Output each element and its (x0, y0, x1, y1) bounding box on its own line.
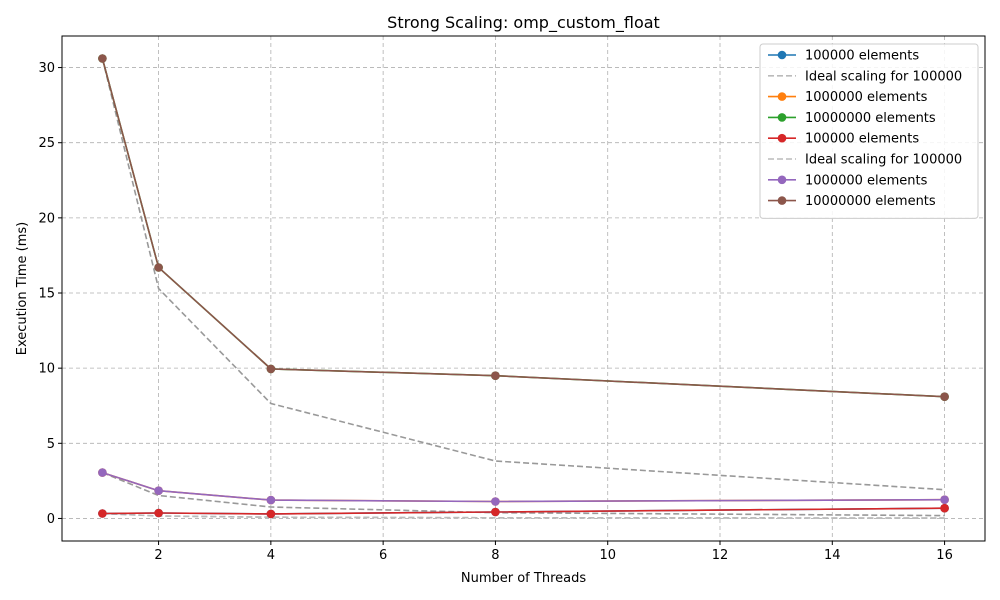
legend-entry: 1000000 elements (768, 90, 928, 105)
legend-label: 10000000 elements (805, 111, 936, 126)
data-point (491, 507, 500, 517)
x-tick-label: 8 (491, 548, 499, 563)
legend-label: Ideal scaling for 100000 (805, 69, 962, 84)
data-point (940, 495, 949, 505)
y-tick-label: 0 (47, 512, 55, 527)
y-tick-label: 5 (47, 437, 55, 452)
legend-marker (777, 196, 787, 205)
series-4 (98, 503, 949, 519)
data-point (154, 486, 163, 496)
legend-marker (777, 113, 787, 122)
data-point (940, 503, 949, 513)
chart-title: Strong Scaling: omp_custom_float (387, 13, 660, 33)
y-tick-label: 25 (38, 136, 55, 151)
series-line (102, 471, 945, 517)
x-tick-label: 14 (824, 548, 841, 563)
x-tick-label: 4 (267, 548, 275, 563)
series-layer (98, 54, 949, 519)
legend-label: 100000 elements (805, 132, 919, 147)
legend-label: 10000000 elements (805, 194, 936, 209)
legend-entry: 1000000 elements (768, 173, 928, 188)
y-tick-label: 20 (38, 211, 55, 226)
y-tick-label: 10 (38, 362, 55, 377)
legend-box (759, 43, 979, 219)
series-6 (98, 468, 949, 506)
series-line (101, 58, 945, 491)
y-tick-label: 15 (38, 287, 55, 302)
legend-label: 1000000 elements (805, 173, 928, 188)
data-point (154, 263, 163, 272)
y-axis-label: Execution Time (ms) (15, 222, 30, 355)
series-7 (98, 54, 949, 402)
legend-marker (777, 133, 787, 143)
legend-marker (777, 92, 787, 101)
legend-marker (777, 175, 787, 185)
data-point (940, 392, 949, 402)
data-point (491, 371, 500, 381)
x-tick-label: 16 (936, 548, 953, 563)
x-tick-label: 6 (379, 548, 387, 563)
legend-entry: 100000 elements (768, 132, 919, 147)
data-point (266, 509, 276, 519)
x-tick-label: 2 (154, 548, 162, 563)
legend-marker (777, 50, 787, 60)
legend-entry: Ideal scaling for 100000 (768, 153, 962, 168)
y-tick-label: 30 (38, 61, 55, 76)
x-axis-label: Number of Threads (461, 571, 586, 586)
ticks: 2 4 6 8 10 12 14 16 0 5 10 15 20 25 30 (38, 61, 952, 563)
data-point (266, 495, 276, 505)
legend-label: Ideal scaling for 100000 (805, 153, 962, 168)
data-point (266, 364, 276, 374)
data-point (98, 468, 107, 477)
legend: 100000 elements Ideal scaling for 100000 1… (759, 43, 979, 219)
legend-label: 100000 elements (805, 49, 919, 64)
legend-entry: 10000000 elements (768, 194, 936, 209)
x-tick-label: 10 (599, 548, 616, 563)
plot-frame (61, 35, 986, 542)
series-5 (102, 512, 945, 519)
legend-label: 1000000 elements (805, 90, 928, 105)
legend-entry: 10000000 elements (768, 111, 936, 126)
data-point (154, 508, 163, 518)
data-point (491, 497, 500, 506)
data-point (98, 54, 107, 63)
legend-entry: 100000 elements (768, 49, 919, 64)
x-tick-label: 12 (712, 548, 729, 563)
series-9 (101, 58, 945, 491)
data-point (98, 509, 107, 518)
series-line (102, 512, 945, 519)
legend-entry: Ideal scaling for 100000 (768, 69, 962, 84)
series-8 (102, 471, 945, 517)
